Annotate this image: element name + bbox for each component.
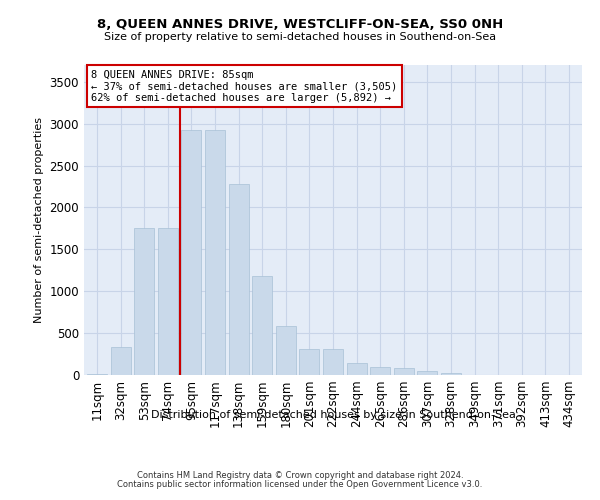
Bar — [418, 371, 437, 375]
Bar — [299, 349, 319, 375]
Text: 8, QUEEN ANNES DRIVE, WESTCLIFF-ON-SEA, SS0 0NH: 8, QUEEN ANNES DRIVE, WESTCLIFF-ON-SEA, … — [97, 18, 503, 30]
Bar — [229, 184, 248, 375]
Bar — [110, 348, 131, 375]
Bar — [158, 228, 178, 375]
Text: Contains HM Land Registry data © Crown copyright and database right 2024.: Contains HM Land Registry data © Crown c… — [137, 471, 463, 480]
Bar — [134, 228, 154, 375]
Bar — [252, 276, 272, 375]
Y-axis label: Number of semi-detached properties: Number of semi-detached properties — [34, 117, 44, 323]
Bar — [323, 349, 343, 375]
Bar — [276, 326, 296, 375]
Text: Contains public sector information licensed under the Open Government Licence v3: Contains public sector information licen… — [118, 480, 482, 489]
Text: Size of property relative to semi-detached houses in Southend-on-Sea: Size of property relative to semi-detach… — [104, 32, 496, 42]
Bar — [394, 368, 414, 375]
Bar — [87, 374, 107, 375]
Bar — [347, 364, 367, 375]
Bar — [370, 366, 390, 375]
Text: 8 QUEEN ANNES DRIVE: 85sqm
← 37% of semi-detached houses are smaller (3,505)
62%: 8 QUEEN ANNES DRIVE: 85sqm ← 37% of semi… — [91, 70, 398, 103]
Bar — [181, 130, 202, 375]
Bar — [205, 130, 225, 375]
Bar — [441, 374, 461, 375]
Text: Distribution of semi-detached houses by size in Southend-on-Sea: Distribution of semi-detached houses by … — [151, 410, 515, 420]
